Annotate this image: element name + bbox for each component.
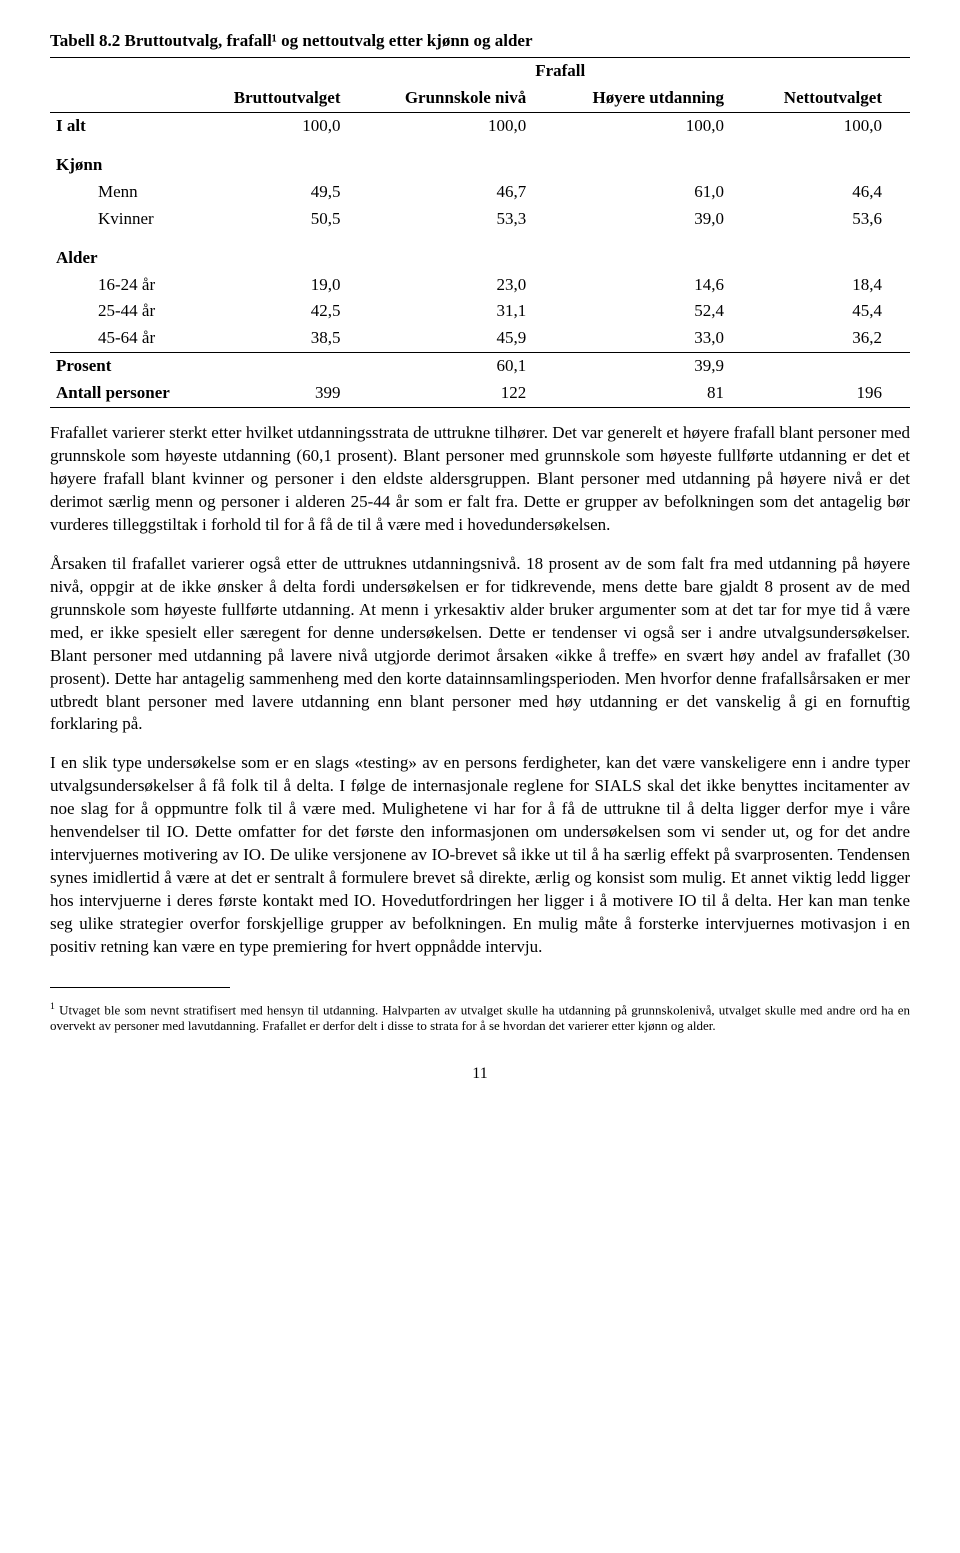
col-grunnskole: Grunnskole nivå: [369, 85, 555, 112]
table-row: 25-44 år 42,5 31,1 52,4 45,4: [50, 298, 910, 325]
table-row: Alder: [50, 245, 910, 272]
cell: 46,4: [752, 179, 910, 206]
cell: 39,0: [554, 206, 752, 233]
paragraph-1: Frafallet varierer sterkt etter hvilket …: [50, 422, 910, 537]
cell: 100,0: [200, 113, 368, 140]
cell: 53,6: [752, 206, 910, 233]
cell: 45,4: [752, 298, 910, 325]
cell: 45,9: [369, 325, 555, 352]
cell: 50,5: [200, 206, 368, 233]
footnote-marker: 1: [50, 1001, 55, 1012]
cell: 19,0: [200, 272, 368, 299]
table-row: Prosent 60,1 39,9: [50, 353, 910, 380]
cell: 14,6: [554, 272, 752, 299]
footnote: 1 Utvaget ble som nevnt stratifisert med…: [50, 1001, 910, 1035]
cell: 399: [200, 380, 368, 407]
cell: 23,0: [369, 272, 555, 299]
data-table: Frafall Bruttoutvalget Grunnskole nivå H…: [50, 57, 910, 408]
table-row: Kjønn: [50, 152, 910, 179]
cell: 38,5: [200, 325, 368, 352]
paragraph-2: Årsaken til frafallet varierer også ette…: [50, 553, 910, 737]
table-title-rest: Bruttoutvalg, frafall¹ og nettoutvalg et…: [120, 31, 532, 50]
cell: 42,5: [200, 298, 368, 325]
cell: 100,0: [554, 113, 752, 140]
cell: 33,0: [554, 325, 752, 352]
cell: 81: [554, 380, 752, 407]
cell: 122: [369, 380, 555, 407]
group-alder: Alder: [50, 245, 910, 272]
row-label: 45-64 år: [50, 325, 200, 352]
row-label: Kvinner: [50, 206, 200, 233]
table-row: Antall personer 399 122 81 196: [50, 380, 910, 407]
cell: 18,4: [752, 272, 910, 299]
col-group-frafall: Frafall: [369, 58, 752, 85]
cell: [752, 353, 910, 380]
table-row: 45-64 år 38,5 45,9 33,0 36,2: [50, 325, 910, 352]
cell: 31,1: [369, 298, 555, 325]
cell: 61,0: [554, 179, 752, 206]
cell: 60,1: [369, 353, 555, 380]
group-kjonn: Kjønn: [50, 152, 910, 179]
cell: 100,0: [752, 113, 910, 140]
table-row: Menn 49,5 46,7 61,0 46,4: [50, 179, 910, 206]
table-row: I alt 100,0 100,0 100,0 100,0: [50, 113, 910, 140]
table-title-prefix: Tabell 8.2: [50, 31, 120, 50]
row-label: 16-24 år: [50, 272, 200, 299]
table-row: 16-24 år 19,0 23,0 14,6 18,4: [50, 272, 910, 299]
row-label: I alt: [50, 113, 200, 140]
cell: 46,7: [369, 179, 555, 206]
col-netto: Nettoutvalget: [752, 85, 910, 112]
col-brutto: Bruttoutvalget: [200, 85, 368, 112]
row-label: 25-44 år: [50, 298, 200, 325]
cell: 100,0: [369, 113, 555, 140]
cell: 49,5: [200, 179, 368, 206]
cell: 53,3: [369, 206, 555, 233]
footnote-rule: [50, 987, 230, 988]
row-label: Antall personer: [50, 380, 200, 407]
table-row: Kvinner 50,5 53,3 39,0 53,6: [50, 206, 910, 233]
footnote-text: Utvaget ble som nevnt stratifisert med h…: [50, 1002, 910, 1033]
page-number: 11: [50, 1063, 910, 1085]
cell: 52,4: [554, 298, 752, 325]
cell: 196: [752, 380, 910, 407]
paragraph-3: I en slik type undersøkelse som er en sl…: [50, 752, 910, 958]
cell: 36,2: [752, 325, 910, 352]
row-label: Menn: [50, 179, 200, 206]
col-hoyere: Høyere utdanning: [554, 85, 752, 112]
cell: 39,9: [554, 353, 752, 380]
cell: [200, 353, 368, 380]
row-label: Prosent: [50, 353, 200, 380]
table-title: Tabell 8.2 Bruttoutvalg, frafall¹ og net…: [50, 30, 910, 53]
